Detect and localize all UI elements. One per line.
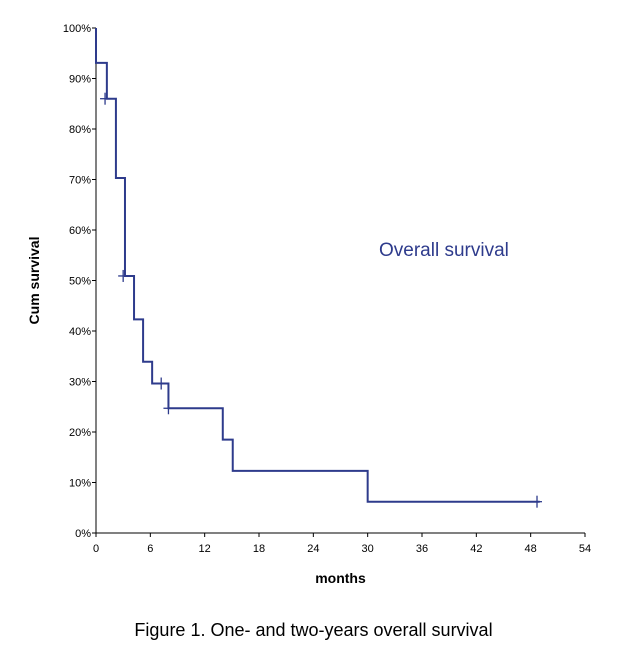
y-axis-title: Cum survival: [26, 237, 42, 325]
y-tick-label: 90%: [69, 74, 91, 86]
censor-mark: [156, 377, 167, 390]
censor-mark: [163, 402, 174, 415]
y-axis: 0% 10% 20% 30% 40% 50% 60% 70% 80% 90% 100%: [63, 23, 97, 540]
x-tick-label: 48: [525, 543, 537, 555]
x-tick-label: 18: [253, 543, 265, 555]
survival-step-line: [95, 28, 540, 503]
x-tick-label: 54: [579, 543, 591, 555]
figure-caption: Figure 1. One- and two-years overall sur…: [134, 620, 493, 640]
y-tick-label: 10%: [69, 478, 91, 490]
y-tick-label: 70%: [69, 175, 91, 187]
y-tick-label: 50%: [69, 276, 91, 288]
y-tick-label: 100%: [63, 23, 91, 35]
y-tick-label: 40%: [69, 326, 91, 338]
x-tick-label: 6: [147, 543, 153, 555]
censor-mark: [100, 92, 111, 105]
y-tick-label: 20%: [69, 427, 91, 439]
x-tick-label: 12: [199, 543, 211, 555]
y-tick-label: 30%: [69, 377, 91, 389]
series-annotation: Overall survival: [379, 240, 509, 261]
censor-mark: [532, 495, 543, 508]
x-tick-label: 36: [416, 543, 428, 555]
x-tick-label: 42: [470, 543, 482, 555]
y-tick-label: 0%: [75, 528, 91, 540]
x-tick-label: 24: [307, 543, 319, 555]
y-tick-label: 80%: [69, 124, 91, 136]
y-tick-label: 60%: [69, 225, 91, 237]
series-group: [95, 28, 543, 508]
x-axis: 0 6 12 18 24 30 36 42 48 54: [93, 532, 591, 555]
censor-mark: [118, 269, 129, 282]
x-axis-title: months: [315, 570, 366, 586]
x-tick-label: 30: [362, 543, 374, 555]
x-tick-label: 0: [93, 543, 99, 555]
